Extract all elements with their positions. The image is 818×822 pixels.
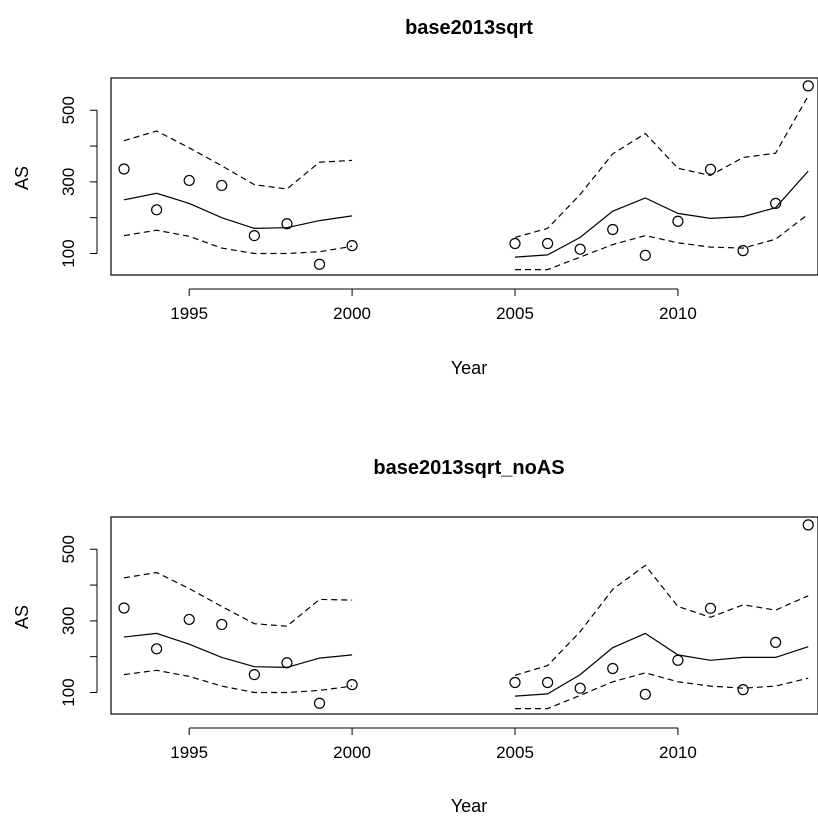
data-point — [281, 657, 293, 669]
upper-bound-line — [123, 571, 353, 627]
data-point — [216, 618, 228, 631]
plot-frame — [110, 77, 818, 276]
lower-bound-line — [515, 213, 809, 271]
x-tick-label: 1995 — [170, 743, 208, 762]
data-point — [770, 636, 782, 648]
x-tick-label: 2005 — [496, 304, 534, 323]
fit-line — [123, 632, 353, 669]
plot-frame — [110, 516, 818, 715]
data-point — [248, 668, 260, 681]
data-point — [639, 688, 651, 700]
y-axis-label: AS — [12, 166, 32, 190]
chart-panel-top: base2013sqrt Year AS 1995 2000 2005 2010 100… — [12, 17, 818, 378]
x-tick-label: 2010 — [659, 304, 697, 323]
data-point — [509, 676, 521, 689]
y-tick-label: 300 — [59, 607, 78, 635]
upper-bound-line — [514, 95, 809, 238]
data-point — [509, 237, 521, 250]
data-point — [346, 240, 358, 252]
chart-title: base2013sqrt_noAS — [373, 457, 564, 479]
fit-line — [123, 192, 353, 230]
fit-line — [514, 170, 809, 258]
data-point — [346, 679, 358, 691]
data-point — [607, 662, 619, 675]
lower-bound-line — [123, 229, 353, 255]
data-point — [672, 654, 684, 666]
data-point — [574, 682, 586, 694]
data-point — [639, 249, 651, 261]
data-point — [541, 237, 554, 250]
data-point — [541, 676, 554, 689]
chart-title: base2013sqrt — [405, 17, 533, 39]
data-point — [216, 179, 228, 192]
lower-bound-line — [123, 669, 353, 694]
y-axis-label: AS — [12, 605, 32, 629]
lower-bound-line — [515, 672, 809, 710]
data-point — [737, 245, 749, 257]
data-point — [672, 215, 684, 227]
x-tick-label: 2005 — [496, 743, 534, 762]
upper-bound-line — [514, 564, 809, 676]
data-point — [770, 197, 782, 209]
y-tick-label: 100 — [59, 239, 78, 267]
y-tick-label: 300 — [59, 168, 78, 196]
y-tick-label: 100 — [59, 678, 78, 706]
x-axis-label: Year — [451, 796, 487, 816]
upper-bound-line — [123, 130, 353, 190]
data-point — [183, 613, 195, 626]
data-point — [802, 519, 814, 531]
data-point — [118, 602, 130, 614]
x-tick-label: 2000 — [333, 743, 371, 762]
chart-panel-bottom: base2013sqrt_noAS Year AS 1995 2000 2005 20… — [12, 457, 818, 816]
data-point — [607, 223, 619, 236]
data-point — [737, 684, 749, 696]
y-tick-label: 500 — [59, 96, 78, 124]
fit-line — [514, 632, 809, 697]
data-point — [248, 230, 260, 242]
data-point — [151, 643, 163, 655]
data-point — [281, 218, 293, 230]
data-point — [704, 163, 717, 175]
data-point — [118, 163, 130, 175]
x-axis-label: Year — [451, 358, 487, 378]
data-point — [313, 697, 326, 709]
data-point — [574, 243, 586, 255]
data-point — [183, 174, 195, 187]
data-point — [802, 80, 814, 92]
x-tick-label: 2000 — [333, 304, 371, 323]
x-tick-label: 1995 — [170, 304, 208, 323]
x-tick-label: 2010 — [659, 743, 697, 762]
data-point — [151, 204, 163, 216]
data-point — [704, 602, 717, 614]
y-tick-label: 500 — [59, 535, 78, 563]
data-point — [313, 258, 326, 270]
